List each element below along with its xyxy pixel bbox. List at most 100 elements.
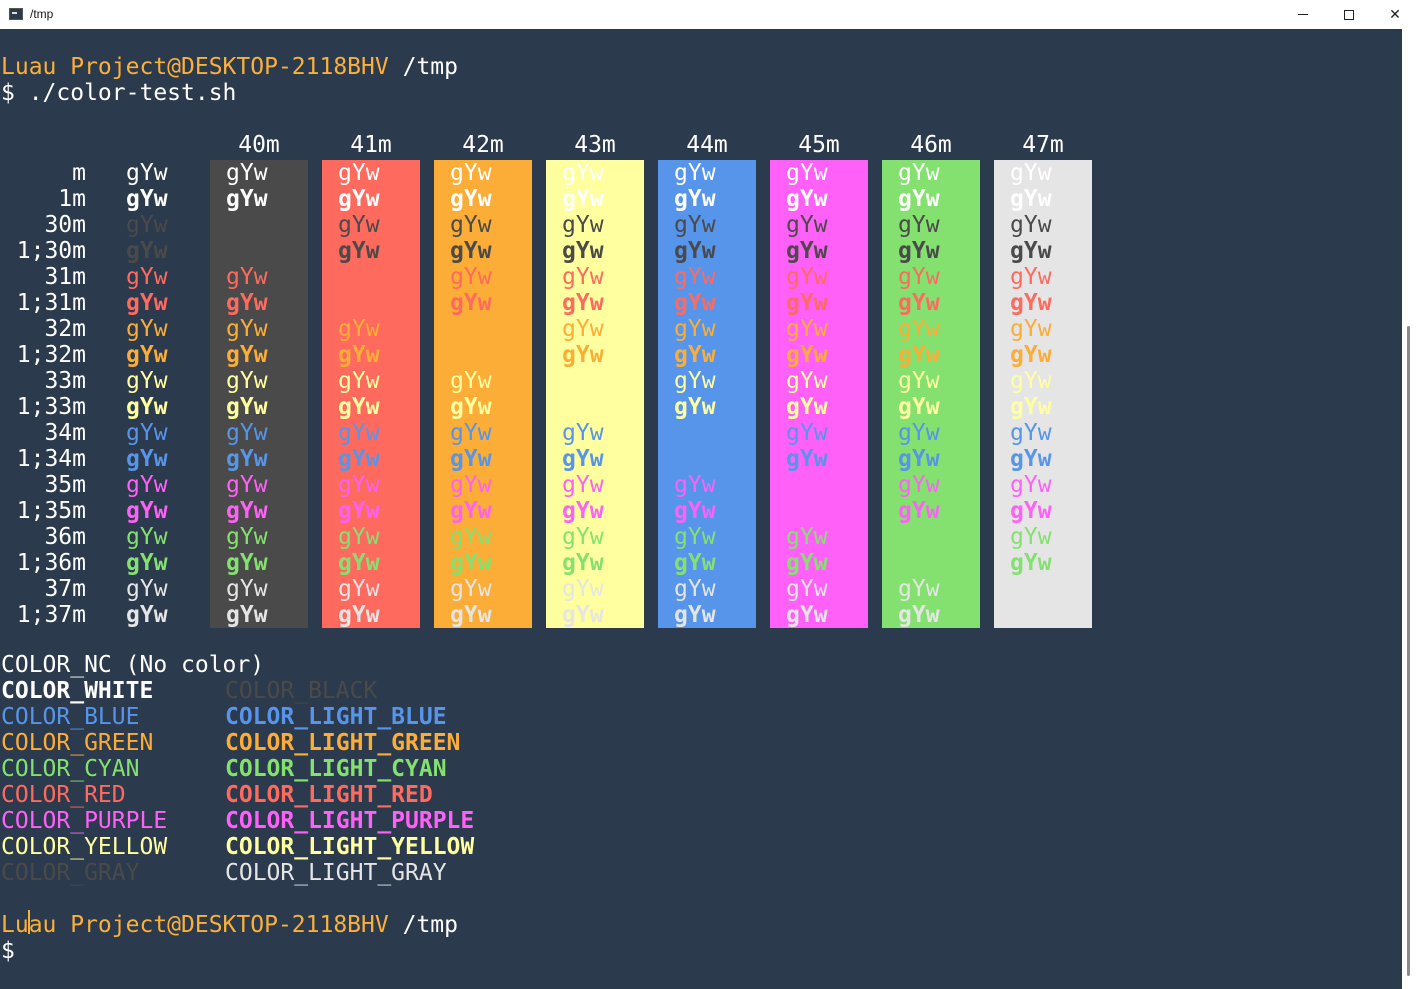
row-label: 1;31m xyxy=(16,290,86,316)
grid-cell: gYw xyxy=(674,420,716,446)
row-label: 32m xyxy=(44,316,86,342)
grid-cell: gYw xyxy=(562,316,604,342)
grid-cell: gYw xyxy=(1010,316,1052,342)
grid-cell: gYw xyxy=(226,498,268,524)
grid-cell: gYw xyxy=(562,524,604,550)
grid-cell: gYw xyxy=(898,394,940,420)
grid-cell: gYw xyxy=(1010,420,1052,446)
grid-cell: gYw xyxy=(674,524,716,550)
grid-cell: gYw xyxy=(562,446,604,472)
grid-cell: gYw xyxy=(674,602,716,628)
grid-cell: gYw xyxy=(898,160,940,186)
window-titlebar: /tmp ✕ xyxy=(0,0,1416,29)
grid-cell: gYw xyxy=(226,602,268,628)
grid-cell: gYw xyxy=(338,290,380,316)
bg-column-43m: gYw gYw gYw gYw gYw gYw gYw gYw gYw gYw gYw gYw gYw g… xyxy=(546,160,644,628)
grid-cell: gYw xyxy=(674,446,716,472)
grid-cell-default-bg: gYw xyxy=(126,238,168,264)
grid-cell: gYw xyxy=(1010,576,1052,602)
terminal-app-icon xyxy=(9,8,23,20)
prompt-user-final: Luau Project@DESKTOP-2118BHV xyxy=(1,912,389,938)
grid-cell: gYw xyxy=(226,394,268,420)
grid-cell: gYw xyxy=(450,420,492,446)
grid-cell: gYw xyxy=(898,238,940,264)
bg-header-45m: 45m xyxy=(798,132,840,158)
grid-cell: gYw xyxy=(562,342,604,368)
bg-column-40m: gYw gYw gYw gYw gYw gYw gYw gYw gYw gYw gYw gYw gYw g… xyxy=(210,160,308,628)
grid-cell: gYw xyxy=(786,316,828,342)
grid-cell-default-bg: gYw xyxy=(126,524,168,550)
grid-cell-default-bg: gYw xyxy=(126,368,168,394)
grid-cell: gYw xyxy=(226,212,268,238)
grid-cell: gYw xyxy=(674,368,716,394)
grid-cell: gYw xyxy=(226,550,268,576)
grid-cell: gYw xyxy=(450,316,492,342)
prompt-user: Luau Project@DESKTOP-2118BHV xyxy=(1,54,389,80)
grid-cell: gYw xyxy=(898,212,940,238)
bg-column-42m: gYw gYw gYw gYw gYw gYw gYw gYw gYw gYw gYw gYw gYw g… xyxy=(434,160,532,628)
row-label: m xyxy=(72,160,86,186)
terminal-output[interactable]: Luau Project@DESKTOP-2118BHV /tmp $ ./co… xyxy=(0,29,1416,989)
input-line[interactable]: $ xyxy=(1,938,29,964)
maximize-button[interactable] xyxy=(1326,0,1372,29)
grid-cell: gYw xyxy=(786,186,828,212)
color-label-color-blue: COLOR_BLUE xyxy=(1,704,140,730)
grid-cell: gYw xyxy=(674,160,716,186)
row-label: 33m xyxy=(44,368,86,394)
grid-cell: gYw xyxy=(674,498,716,524)
grid-cell: gYw xyxy=(226,342,268,368)
grid-cell: gYw xyxy=(1010,472,1052,498)
close-button[interactable]: ✕ xyxy=(1372,0,1416,29)
grid-cell: gYw xyxy=(226,186,268,212)
bg-header-42m: 42m xyxy=(462,132,504,158)
grid-cell: gYw xyxy=(226,160,268,186)
grid-cell: gYw xyxy=(674,264,716,290)
grid-cell: gYw xyxy=(338,550,380,576)
grid-cell: gYw xyxy=(226,368,268,394)
grid-cell: gYw xyxy=(226,524,268,550)
bg-column-47m: gYw gYw gYw gYw gYw gYw gYw gYw gYw gYw gYw gYw gYw g… xyxy=(994,160,1092,628)
grid-cell: gYw xyxy=(562,498,604,524)
grid-cell: gYw xyxy=(786,264,828,290)
bg-header-40m: 40m xyxy=(238,132,280,158)
grid-cell: gYw xyxy=(450,472,492,498)
minimize-button[interactable] xyxy=(1280,0,1326,29)
grid-cell: gYw xyxy=(226,264,268,290)
color-label-color-light-cyan: COLOR_LIGHT_CYAN xyxy=(225,756,447,782)
grid-cell: gYw xyxy=(898,576,940,602)
color-label-color-light-purple: COLOR_LIGHT_PURPLE xyxy=(225,808,475,834)
grid-cell-default-bg: gYw xyxy=(126,290,168,316)
grid-cell: gYw xyxy=(450,342,492,368)
grid-cell: gYw xyxy=(898,550,940,576)
grid-cell: gYw xyxy=(674,394,716,420)
grid-cell: gYw xyxy=(338,394,380,420)
grid-cell: gYw xyxy=(898,316,940,342)
grid-cell: gYw xyxy=(1010,264,1052,290)
grid-cell: gYw xyxy=(786,576,828,602)
grid-cell: gYw xyxy=(450,212,492,238)
grid-cell: gYw xyxy=(786,212,828,238)
row-label: 1;36m xyxy=(16,550,86,576)
bg-header-47m: 47m xyxy=(1022,132,1064,158)
grid-cell: gYw xyxy=(338,316,380,342)
grid-cell-default-bg: gYw xyxy=(126,498,168,524)
grid-cell: gYw xyxy=(1010,212,1052,238)
grid-cell: gYw xyxy=(562,472,604,498)
grid-cell: gYw xyxy=(562,290,604,316)
row-label: 36m xyxy=(44,524,86,550)
grid-cell: gYw xyxy=(898,498,940,524)
grid-cell: gYw xyxy=(786,420,828,446)
color-label-color-light-green: COLOR_LIGHT_GREEN xyxy=(225,730,461,756)
prompt-path: /tmp xyxy=(402,54,458,80)
grid-cell: gYw xyxy=(450,290,492,316)
scrollbar-thumb[interactable] xyxy=(1407,326,1410,976)
grid-cell: gYw xyxy=(562,212,604,238)
grid-cell: gYw xyxy=(562,602,604,628)
grid-cell: gYw xyxy=(450,498,492,524)
prompt-line-final: Luau Project@DESKTOP-2118BHV /tmp xyxy=(1,912,458,938)
grid-cell: gYw xyxy=(562,264,604,290)
maximize-icon xyxy=(1344,9,1354,20)
row-label: 1;33m xyxy=(16,394,86,420)
bg-header-41m: 41m xyxy=(350,132,392,158)
color-label-color-light-gray: COLOR_LIGHT_GRAY xyxy=(225,860,447,886)
